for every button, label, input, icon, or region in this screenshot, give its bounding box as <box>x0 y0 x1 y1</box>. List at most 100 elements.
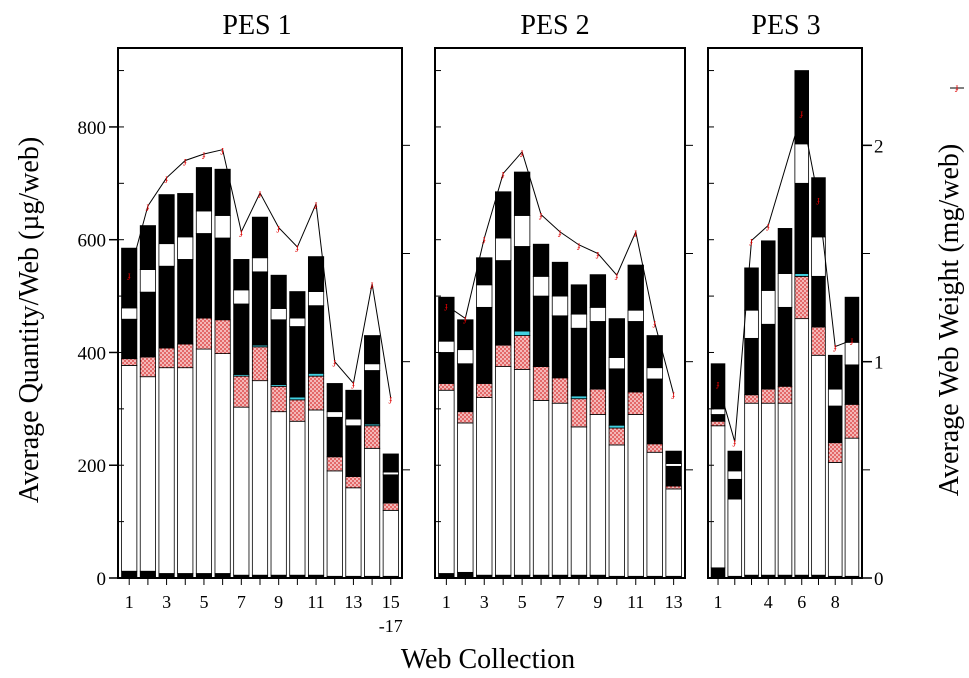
bar-p1-15-white-lower <box>382 509 399 577</box>
bar-p2-6-white-lower <box>532 399 550 576</box>
bar-p2-10-white-band <box>608 357 625 370</box>
bar-p2-4-black-lower <box>495 260 512 346</box>
bar-p2-5-black-lower <box>513 246 531 332</box>
legend-web-weight: ɟ <box>950 82 964 92</box>
bar-p1-13-white-band <box>345 418 362 427</box>
bar-p1-5-red-dotted <box>195 317 213 350</box>
web-weight-point-p3-5: ɟ <box>799 108 803 118</box>
bar-p3-7-black-base <box>811 574 826 579</box>
bar-p1-2-black-lower <box>139 291 156 358</box>
x-tick-label-p1-1: 1 <box>125 592 134 612</box>
bar-p2-9-white-band <box>589 306 607 322</box>
bar-p2-12-red-dotted <box>646 443 663 453</box>
bar-p3-8-white-lower <box>827 462 843 577</box>
bar-p1-3-black-base <box>158 573 175 579</box>
x-tick-label-p3-1: 1 <box>714 592 723 612</box>
bar-p2-8-black-top <box>570 284 588 315</box>
web-weight-point-p1-6: ɟ <box>220 145 224 155</box>
bar-p1-4-red-dotted <box>177 343 194 369</box>
bar-p3-5-black-lower <box>777 306 793 387</box>
bar-p2-3-red-dotted <box>476 383 493 398</box>
bar-p3-1-red-dotted <box>710 420 726 427</box>
x-tick-label-p2-7: 7 <box>556 592 565 612</box>
bar-p3-4-white-band <box>760 290 776 325</box>
bar-p3-9-white-lower <box>844 437 860 577</box>
bar-p2-2-black-lower <box>457 363 474 413</box>
web-weight-point-p2-2: ɟ <box>463 313 467 323</box>
x-axis-label: Web Collection <box>401 644 575 675</box>
bar-p2-4-red-dotted <box>495 344 512 367</box>
bar-p3-6-red-dotted <box>794 275 810 320</box>
y-axis-right-label: Average Web Weight (mg/web) <box>934 144 965 496</box>
bar-p1-4-white-lower <box>177 367 194 574</box>
x-tick-sublabel-p1: -17 <box>379 616 403 636</box>
bar-p2-7-black-top <box>551 261 569 297</box>
bar-p1-11-black-lower <box>307 305 325 374</box>
web-weight-point-p1-4: ɟ <box>183 155 187 165</box>
x-tick-label-p3-4: 4 <box>764 592 773 612</box>
bar-p3-4-black-lower <box>760 323 776 390</box>
bar-p2-10-black-top <box>608 318 625 358</box>
bar-p2-12-white-lower <box>646 451 663 577</box>
web-weight-point-p1-3: ɟ <box>164 173 168 183</box>
bar-p3-7-red-dotted <box>811 326 826 356</box>
bar-p1-5-white-band <box>195 210 213 234</box>
web-weight-point-p1-14: ɟ <box>370 279 374 289</box>
bar-p2-3-white-lower <box>476 397 493 576</box>
bar-p1-9-red-dotted <box>270 385 287 413</box>
bar-p3-6-black-base <box>794 574 810 579</box>
legend-marker: ɟ <box>955 82 959 92</box>
bar-p3-5-white-lower <box>777 402 793 576</box>
web-weight-point-p2-7: ɟ <box>558 227 562 237</box>
bar-p2-5-white-band <box>513 215 531 247</box>
x-tick-label-p1-5: 5 <box>199 592 208 612</box>
bar-p2-5-white-lower <box>513 368 531 576</box>
bar-p1-8-white-band <box>251 257 269 273</box>
bar-p1-11-black-base <box>307 574 325 579</box>
bar-p1-9-black-top <box>270 274 287 309</box>
bar-p1-6-black-lower <box>214 237 231 321</box>
bar-p1-15-red-dotted <box>382 502 399 511</box>
bar-p2-3-white-band <box>476 284 493 308</box>
bar-p1-10-white-band <box>289 317 306 327</box>
bar-p1-11-white-band <box>307 291 325 307</box>
bar-p1-11-black-top <box>307 256 325 292</box>
bar-p1-1-black-base <box>121 570 138 579</box>
bar-p1-9-white-lower <box>270 411 287 576</box>
bar-p1-10-red-dotted <box>289 399 306 422</box>
web-weight-point-p1-2: ɟ <box>145 201 149 211</box>
bar-p1-7-white-lower <box>233 406 250 576</box>
y-tick-label-left-0: 0 <box>97 569 107 590</box>
bar-p3-6-white-lower <box>794 318 810 576</box>
bar-p3-8-white-band <box>827 388 843 407</box>
bar-p2-3-black-base <box>476 574 493 579</box>
bar-p2-6-black-lower <box>532 295 550 367</box>
bar-p2-3-black-lower <box>476 306 493 384</box>
bar-p2-13-white-band <box>665 463 682 467</box>
y-tick-label-right-1: 1 <box>874 353 884 374</box>
bar-p3-1-black-top <box>710 363 726 410</box>
x-tick-label-p2-5: 5 <box>518 592 527 612</box>
bar-p1-7-red-dotted <box>233 375 250 408</box>
bar-p2-10-red-dotted <box>608 427 625 446</box>
bar-p3-1-white-lower <box>710 425 726 569</box>
web-weight-line-p1 <box>128 149 392 399</box>
bar-p2-9-white-lower <box>589 414 607 576</box>
web-weight-point-p2-9: ɟ <box>595 249 599 259</box>
bar-p3-4-red-dotted <box>760 388 776 404</box>
bar-p2-5-black-top <box>513 171 531 216</box>
bar-p3-5-black-top <box>777 228 793 274</box>
bar-p2-6-black-base <box>532 574 550 579</box>
bar-p1-6-white-band <box>214 215 231 239</box>
bar-p1-10-black-base <box>289 574 306 579</box>
bar-p2-1-black-base <box>438 573 455 579</box>
bar-p1-10-black-lower <box>289 326 306 398</box>
bar-p1-13-red-dotted <box>345 476 362 489</box>
bar-p2-12-white-band <box>646 367 663 380</box>
bar-p1-9-black-base <box>270 574 287 579</box>
bar-p2-8-cyan-line <box>570 395 588 400</box>
bar-p1-6-white-lower <box>214 353 231 574</box>
bar-p1-8-black-top <box>251 216 269 259</box>
bar-p2-10-cyan-line <box>608 424 625 429</box>
x-tick-label-p3-8: 8 <box>831 592 840 612</box>
